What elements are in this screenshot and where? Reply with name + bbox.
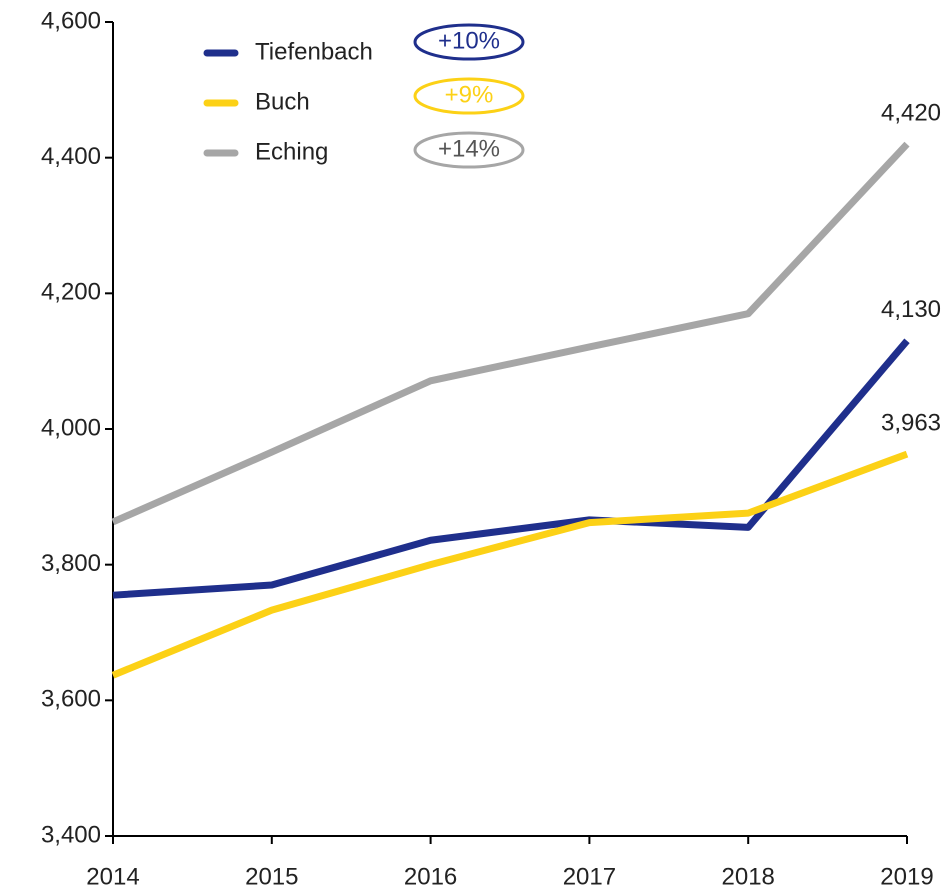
y-tick-label: 4,600	[41, 7, 101, 34]
x-tick-label: 2019	[880, 863, 933, 890]
badge-outline	[413, 23, 525, 61]
y-tick-label: 4,200	[41, 279, 101, 306]
badge-outline	[413, 131, 525, 169]
data-label: 4,130	[881, 296, 941, 323]
x-tick-label: 2018	[722, 863, 775, 890]
legend-label: Tiefenbach	[255, 38, 373, 65]
x-tick-label: 2014	[86, 863, 139, 890]
series-line	[111, 450, 909, 679]
badge-label: +10%	[438, 27, 500, 54]
x-tick-label: 2016	[404, 863, 457, 890]
badge-outline	[413, 77, 525, 115]
x-tick-label: 2017	[563, 863, 616, 890]
series-line	[112, 338, 910, 599]
y-tick-label: 3,800	[41, 550, 101, 577]
y-tick-label: 3,400	[41, 821, 101, 848]
series-line	[111, 141, 910, 526]
x-tick-label: 2015	[245, 863, 298, 890]
y-tick-label: 3,600	[41, 686, 101, 713]
legend-label: Eching	[255, 138, 328, 165]
badge-label: +9%	[445, 81, 494, 108]
badge-label: +14%	[438, 135, 500, 162]
data-label: 4,420	[881, 99, 941, 126]
y-tick-label: 4,400	[41, 143, 101, 170]
y-tick-label: 4,000	[41, 414, 101, 441]
legend-label: Buch	[255, 88, 310, 115]
data-label: 3,963	[881, 409, 941, 436]
